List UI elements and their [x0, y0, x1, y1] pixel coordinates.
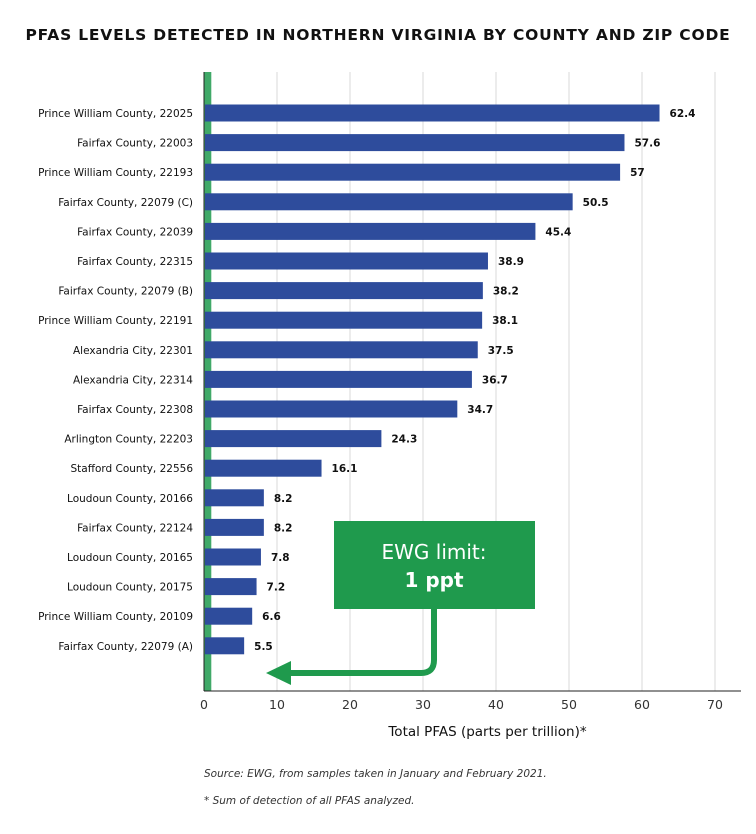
value-label: 38.9 — [498, 256, 524, 268]
bar — [205, 489, 264, 507]
bar — [205, 578, 257, 596]
category-label: Fairfax County, 22308 — [77, 404, 193, 416]
footnote: * Sum of detection of all PFAS analyzed. — [204, 795, 415, 807]
value-label: 38.1 — [492, 315, 518, 327]
x-axis-label: Total PFAS (parts per trillion)* — [388, 724, 587, 740]
bar — [205, 163, 621, 181]
category-label: Arlington County, 22203 — [64, 434, 193, 446]
bar — [205, 459, 322, 477]
value-label: 7.8 — [271, 552, 290, 564]
x-tick-label-0: 0 — [200, 697, 208, 712]
value-label: 62.4 — [670, 108, 696, 120]
chart-title: PFAS LEVELS DETECTED IN NORTHERN VIRGINI… — [25, 26, 731, 44]
x-tick-label-20: 20 — [342, 697, 358, 712]
annotation-arrowhead — [266, 661, 291, 685]
value-label: 36.7 — [482, 374, 508, 386]
bar — [205, 222, 536, 240]
value-label: 16.1 — [332, 463, 358, 475]
bar — [205, 282, 483, 300]
value-label: 24.3 — [391, 434, 417, 446]
bar — [205, 193, 573, 211]
annotation-line-1: EWG limit: — [382, 540, 487, 564]
annotation-line-2: 1 ppt — [404, 568, 464, 592]
value-label: 45.4 — [545, 226, 571, 238]
value-label: 6.6 — [262, 611, 281, 623]
bar — [205, 252, 488, 270]
category-label: Fairfax County, 22079 (B) — [58, 286, 193, 298]
x-tick-label-40: 40 — [488, 697, 504, 712]
category-label: Prince William County, 22025 — [38, 108, 193, 120]
bar — [205, 370, 472, 388]
annotation-box — [334, 521, 535, 609]
x-tick-label-30: 30 — [415, 697, 431, 712]
category-label: Prince William County, 22191 — [38, 315, 193, 327]
category-label: Alexandria City, 22314 — [73, 374, 193, 386]
x-tick-label-50: 50 — [561, 697, 577, 712]
category-label: Loudoun County, 20166 — [67, 493, 193, 505]
bar — [205, 134, 625, 152]
category-label: Prince William County, 22193 — [38, 167, 193, 179]
category-label: Loudoun County, 20165 — [67, 552, 193, 564]
source-note: Source: EWG, from samples taken in Janua… — [204, 768, 547, 780]
bar — [205, 400, 458, 418]
bar — [205, 548, 261, 566]
category-label: Fairfax County, 22039 — [77, 226, 193, 238]
value-label: 57 — [630, 167, 645, 179]
value-label: 57.6 — [634, 138, 660, 150]
value-label: 50.5 — [583, 197, 609, 209]
category-label: Alexandria City, 22301 — [73, 345, 193, 357]
category-label: Prince William County, 20109 — [38, 611, 193, 623]
bar — [205, 311, 483, 329]
value-label: 7.2 — [267, 582, 286, 594]
value-label: 38.2 — [493, 286, 519, 298]
bar — [205, 637, 245, 655]
x-tick-label-60: 60 — [634, 697, 650, 712]
value-label: 34.7 — [467, 404, 493, 416]
x-tick-label-10: 10 — [269, 697, 285, 712]
category-label: Fairfax County, 22124 — [77, 522, 193, 534]
category-label: Stafford County, 22556 — [71, 463, 194, 475]
bar — [205, 341, 478, 359]
category-label: Fairfax County, 22079 (A) — [58, 641, 193, 653]
bar — [205, 607, 253, 625]
category-label: Fairfax County, 22003 — [77, 138, 193, 150]
category-label: Fairfax County, 22079 (C) — [58, 197, 193, 209]
value-label: 8.2 — [274, 493, 293, 505]
x-tick-label-70: 70 — [707, 697, 723, 712]
annotation-arrow-line — [285, 609, 437, 676]
bar — [205, 104, 660, 122]
category-label: Loudoun County, 20175 — [67, 582, 193, 594]
category-label: Fairfax County, 22315 — [77, 256, 193, 268]
bar — [205, 430, 382, 448]
bar — [205, 518, 264, 536]
value-label: 37.5 — [488, 345, 514, 357]
value-label: 5.5 — [254, 641, 273, 653]
value-label: 8.2 — [274, 522, 293, 534]
